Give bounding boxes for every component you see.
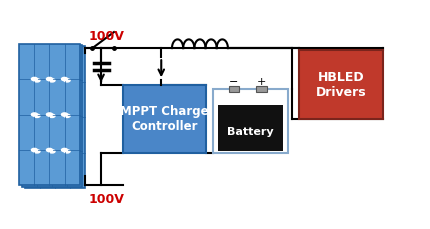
Circle shape <box>46 77 52 81</box>
Circle shape <box>61 77 68 81</box>
Circle shape <box>46 113 52 116</box>
Circle shape <box>34 150 40 153</box>
Circle shape <box>49 114 55 117</box>
Circle shape <box>34 79 40 82</box>
Circle shape <box>52 116 58 119</box>
Circle shape <box>31 77 37 81</box>
Circle shape <box>49 79 55 82</box>
Circle shape <box>37 151 43 154</box>
Circle shape <box>67 151 73 154</box>
Text: HBLED
Drivers: HBLED Drivers <box>316 71 366 99</box>
Text: 100V: 100V <box>89 193 125 206</box>
Circle shape <box>52 80 58 83</box>
Text: 100V: 100V <box>89 30 125 43</box>
Bar <box>213 89 288 153</box>
Circle shape <box>31 148 37 152</box>
Bar <box>218 104 283 151</box>
Circle shape <box>31 113 37 116</box>
Bar <box>123 85 206 153</box>
Text: −: − <box>229 77 239 87</box>
Bar <box>229 86 240 92</box>
Circle shape <box>64 114 70 117</box>
Bar <box>22 45 82 187</box>
Text: +: + <box>257 77 267 87</box>
Circle shape <box>64 150 70 153</box>
Circle shape <box>52 151 58 154</box>
Circle shape <box>64 79 70 82</box>
Text: MPPT Charge
Controller: MPPT Charge Controller <box>120 105 209 133</box>
Circle shape <box>67 116 73 119</box>
Bar <box>25 46 85 188</box>
Circle shape <box>46 148 52 152</box>
Circle shape <box>61 148 68 152</box>
Bar <box>299 50 383 119</box>
Circle shape <box>37 116 43 119</box>
Text: Battery: Battery <box>227 127 274 137</box>
Bar <box>19 44 80 185</box>
Circle shape <box>61 113 68 116</box>
Circle shape <box>34 114 40 117</box>
Circle shape <box>37 80 43 83</box>
Circle shape <box>49 150 55 153</box>
Bar <box>256 86 267 92</box>
Circle shape <box>67 80 73 83</box>
